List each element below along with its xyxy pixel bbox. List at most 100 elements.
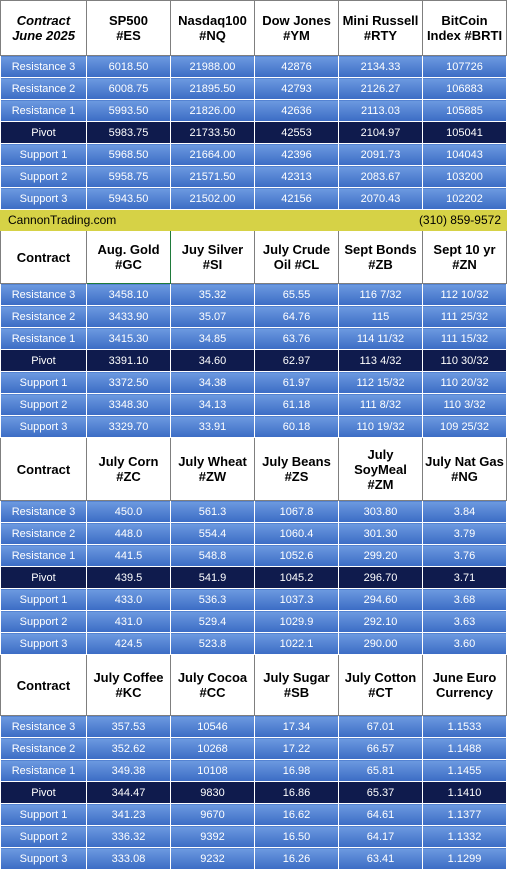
value-cell[interactable]: 6018.50 — [86, 55, 171, 78]
value-cell[interactable]: 6008.75 — [86, 77, 171, 100]
value-cell[interactable]: 103200 — [422, 165, 507, 188]
value-cell[interactable]: 424.5 — [86, 632, 171, 655]
value-cell[interactable]: 1037.3 — [254, 588, 339, 611]
value-cell[interactable]: 5968.50 — [86, 143, 171, 166]
row-label-cell[interactable]: Support 2 — [0, 610, 87, 633]
instrument-header-cell[interactable]: July Cotton #CT — [338, 654, 423, 716]
row-label-cell[interactable]: Pivot — [0, 121, 87, 144]
value-cell[interactable]: 115 — [338, 305, 423, 328]
value-cell[interactable]: 102202 — [422, 187, 507, 210]
value-cell[interactable]: 2070.43 — [338, 187, 423, 210]
value-cell[interactable]: 21571.50 — [170, 165, 255, 188]
value-cell[interactable]: 2134.33 — [338, 55, 423, 78]
value-cell[interactable]: 35.32 — [170, 283, 255, 306]
value-cell[interactable]: 344.47 — [86, 781, 171, 804]
value-cell[interactable]: 1.1488 — [422, 737, 507, 760]
instrument-header-cell[interactable]: BitCoin Index #BRTI — [422, 0, 507, 56]
value-cell[interactable]: 35.07 — [170, 305, 255, 328]
value-cell[interactable]: 33.91 — [170, 415, 255, 438]
value-cell[interactable]: 9392 — [170, 825, 255, 848]
value-cell[interactable]: 1052.6 — [254, 544, 339, 567]
instrument-header-cell[interactable]: Mini Russell #RTY — [338, 0, 423, 56]
row-label-cell[interactable]: Pivot — [0, 781, 87, 804]
instrument-header-cell[interactable]: July Beans #ZS — [254, 437, 339, 501]
value-cell[interactable]: 65.37 — [338, 781, 423, 804]
instrument-header-cell[interactable]: June Euro Currency — [422, 654, 507, 716]
row-label-cell[interactable]: Resistance 3 — [0, 55, 87, 78]
value-cell[interactable]: 561.3 — [170, 500, 255, 523]
value-cell[interactable]: 64.17 — [338, 825, 423, 848]
value-cell[interactable]: 16.62 — [254, 803, 339, 826]
website-link[interactable]: CannonTrading.com — [8, 213, 117, 227]
value-cell[interactable]: 10546 — [170, 715, 255, 738]
value-cell[interactable]: 3.71 — [422, 566, 507, 589]
instrument-header-cell[interactable]: July Coffee #KC — [86, 654, 171, 716]
value-cell[interactable]: 10108 — [170, 759, 255, 782]
value-cell[interactable]: 34.38 — [170, 371, 255, 394]
value-cell[interactable]: 42313 — [254, 165, 339, 188]
value-cell[interactable]: 3.79 — [422, 522, 507, 545]
value-cell[interactable]: 301.30 — [338, 522, 423, 545]
value-cell[interactable]: 16.98 — [254, 759, 339, 782]
value-cell[interactable]: 3391.10 — [86, 349, 171, 372]
contract-header-cell[interactable]: Contract — [0, 437, 87, 501]
value-cell[interactable]: 110 30/32 — [422, 349, 507, 372]
row-label-cell[interactable]: Pivot — [0, 566, 87, 589]
instrument-header-cell[interactable]: Aug. Gold #GC — [86, 230, 171, 284]
value-cell[interactable]: 299.20 — [338, 544, 423, 567]
value-cell[interactable]: 104043 — [422, 143, 507, 166]
value-cell[interactable]: 21502.00 — [170, 187, 255, 210]
value-cell[interactable]: 2091.73 — [338, 143, 423, 166]
value-cell[interactable]: 42636 — [254, 99, 339, 122]
value-cell[interactable]: 352.62 — [86, 737, 171, 760]
row-label-cell[interactable]: Resistance 1 — [0, 327, 87, 350]
row-label-cell[interactable]: Resistance 1 — [0, 99, 87, 122]
value-cell[interactable]: 111 25/32 — [422, 305, 507, 328]
row-label-cell[interactable]: Support 2 — [0, 825, 87, 848]
instrument-header-cell[interactable]: July SoyMeal #ZM — [338, 437, 423, 501]
value-cell[interactable]: 21664.00 — [170, 143, 255, 166]
row-label-cell[interactable]: Resistance 3 — [0, 500, 87, 523]
value-cell[interactable]: 336.32 — [86, 825, 171, 848]
value-cell[interactable]: 42793 — [254, 77, 339, 100]
value-cell[interactable]: 65.81 — [338, 759, 423, 782]
row-label-cell[interactable]: Support 1 — [0, 143, 87, 166]
value-cell[interactable]: 64.76 — [254, 305, 339, 328]
value-cell[interactable]: 1.1455 — [422, 759, 507, 782]
value-cell[interactable]: 296.70 — [338, 566, 423, 589]
instrument-header-cell[interactable]: July Crude Oil #CL — [254, 230, 339, 284]
value-cell[interactable]: 3348.30 — [86, 393, 171, 416]
row-label-cell[interactable]: Support 3 — [0, 187, 87, 210]
value-cell[interactable]: 448.0 — [86, 522, 171, 545]
value-cell[interactable]: 9830 — [170, 781, 255, 804]
value-cell[interactable]: 110 20/32 — [422, 371, 507, 394]
value-cell[interactable]: 433.0 — [86, 588, 171, 611]
value-cell[interactable]: 42553 — [254, 121, 339, 144]
row-label-cell[interactable]: Support 2 — [0, 393, 87, 416]
value-cell[interactable]: 34.13 — [170, 393, 255, 416]
value-cell[interactable]: 34.85 — [170, 327, 255, 350]
row-label-cell[interactable]: Resistance 1 — [0, 759, 87, 782]
value-cell[interactable]: 17.22 — [254, 737, 339, 760]
value-cell[interactable]: 63.76 — [254, 327, 339, 350]
value-cell[interactable]: 107726 — [422, 55, 507, 78]
value-cell[interactable]: 1067.8 — [254, 500, 339, 523]
value-cell[interactable]: 16.50 — [254, 825, 339, 848]
value-cell[interactable]: 105041 — [422, 121, 507, 144]
row-label-cell[interactable]: Resistance 2 — [0, 737, 87, 760]
value-cell[interactable]: 21826.00 — [170, 99, 255, 122]
instrument-header-cell[interactable]: July Corn #ZC — [86, 437, 171, 501]
value-cell[interactable]: 3415.30 — [86, 327, 171, 350]
value-cell[interactable]: 1.1533 — [422, 715, 507, 738]
value-cell[interactable]: 106883 — [422, 77, 507, 100]
value-cell[interactable]: 290.00 — [338, 632, 423, 655]
value-cell[interactable]: 34.60 — [170, 349, 255, 372]
value-cell[interactable]: 294.60 — [338, 588, 423, 611]
row-label-cell[interactable]: Resistance 3 — [0, 283, 87, 306]
value-cell[interactable]: 61.97 — [254, 371, 339, 394]
row-label-cell[interactable]: Resistance 1 — [0, 544, 87, 567]
value-cell[interactable]: 109 25/32 — [422, 415, 507, 438]
value-cell[interactable]: 111 8/32 — [338, 393, 423, 416]
value-cell[interactable]: 1022.1 — [254, 632, 339, 655]
value-cell[interactable]: 3.76 — [422, 544, 507, 567]
